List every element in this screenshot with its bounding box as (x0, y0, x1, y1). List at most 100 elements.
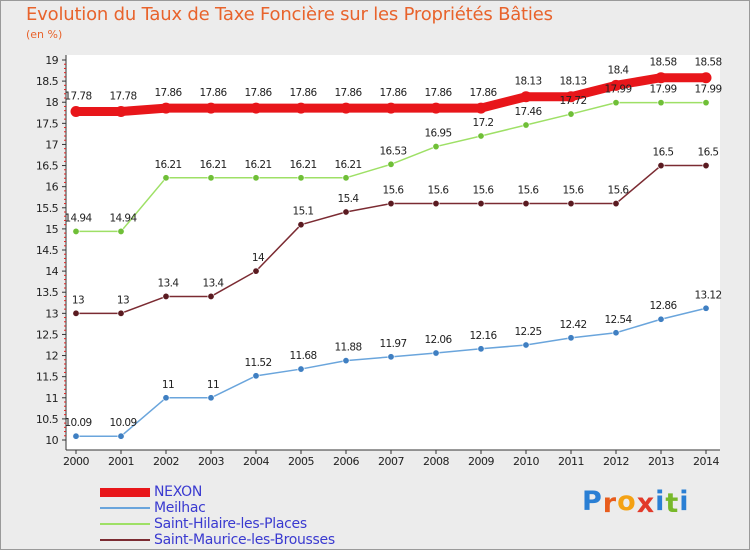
data-point (610, 79, 622, 91)
data-point (432, 349, 440, 357)
y-tick-label: 10.5 (36, 413, 59, 426)
data-point (477, 200, 485, 208)
data-point (297, 365, 305, 373)
data-label: 17.78 (64, 91, 91, 103)
data-label: 15.1 (293, 206, 314, 218)
data-point (342, 208, 350, 216)
y-tick-label: 11 (45, 392, 58, 405)
x-tick-label: 2013 (648, 455, 674, 468)
y-tick-label: 15 (45, 223, 58, 236)
data-label: 17.72 (559, 95, 586, 107)
proxiti-logo: Proxiti (582, 486, 690, 519)
y-tick-label: 12 (45, 350, 58, 363)
data-label: 10.09 (109, 417, 136, 429)
data-label: 17.86 (244, 87, 272, 99)
data-point (340, 102, 352, 114)
legend-item: Saint-Hilaire-les-Places (100, 516, 335, 532)
data-label: 12.42 (559, 319, 586, 331)
y-tick-label: 14.5 (36, 244, 59, 257)
x-tick-label: 2001 (108, 455, 134, 468)
x-tick-label: 2010 (513, 455, 539, 468)
data-point (252, 372, 260, 380)
data-label: 11.68 (289, 350, 316, 362)
legend-swatch (100, 487, 150, 497)
data-label: 16.21 (289, 159, 316, 171)
data-point (522, 341, 530, 349)
data-point (387, 200, 395, 208)
data-label: 17.86 (424, 87, 452, 99)
data-point (432, 200, 440, 208)
data-point (475, 102, 487, 114)
y-tick-label: 13.5 (36, 286, 59, 299)
plot-area (66, 55, 720, 450)
y-tick-label: 17 (45, 138, 58, 151)
data-label: 15.4 (338, 193, 360, 205)
data-label: 18.13 (559, 76, 586, 88)
data-point (477, 132, 485, 140)
data-point (567, 110, 575, 118)
data-point (72, 309, 80, 317)
data-label: 16.5 (653, 147, 674, 159)
legend-swatch (100, 523, 150, 525)
data-point (657, 99, 665, 107)
data-label: 16.95 (424, 128, 451, 140)
y-tick-label: 19 (45, 54, 58, 67)
logo-letter: x (636, 488, 656, 519)
legend-label: Meilhac (154, 500, 206, 516)
data-point (567, 334, 575, 342)
x-tick-label: 2005 (288, 455, 314, 468)
x-tick-label: 2006 (333, 455, 359, 468)
x-tick-label: 2002 (153, 455, 179, 468)
data-point (207, 174, 215, 182)
y-tick-label: 18 (45, 96, 58, 109)
data-point (162, 174, 170, 182)
x-tick-label: 2008 (423, 455, 449, 468)
data-label: 17.99 (649, 84, 676, 96)
data-point (520, 91, 532, 103)
data-label: 16.21 (244, 159, 271, 171)
data-label: 17.86 (379, 87, 407, 99)
data-label: 14 (252, 252, 265, 264)
data-label: 10.09 (64, 417, 91, 429)
data-label: 11.52 (244, 357, 271, 369)
data-label: 12.54 (604, 314, 632, 326)
data-point (657, 162, 665, 170)
data-label: 17.86 (289, 87, 317, 99)
data-point (700, 72, 712, 84)
data-point (565, 91, 577, 103)
y-tick-label: 16 (45, 181, 58, 194)
data-point (250, 102, 262, 114)
legend-swatch (100, 507, 150, 509)
x-tick-label: 2012 (603, 455, 629, 468)
data-label: 17.78 (109, 91, 136, 103)
data-label: 11 (207, 379, 219, 391)
data-point (432, 143, 440, 151)
data-label: 14.94 (64, 212, 92, 224)
legend-item: Saint-Maurice-les-Brousses (100, 532, 335, 548)
data-label: 16.53 (379, 145, 406, 157)
data-point (567, 200, 575, 208)
data-label: 17.86 (154, 87, 182, 99)
data-point (117, 227, 125, 235)
x-tick-label: 2003 (198, 455, 224, 468)
logo-letter: P (582, 486, 603, 517)
data-label: 16.21 (154, 159, 181, 171)
data-label: 16.5 (698, 147, 719, 159)
chart-title: Evolution du Taux de Taxe Foncière sur l… (26, 4, 553, 25)
logo-letter: r (602, 488, 618, 519)
data-point (207, 292, 215, 300)
logo-letter: i (655, 486, 666, 517)
data-point (162, 394, 170, 402)
data-label: 13 (72, 294, 84, 306)
data-label: 13.4 (158, 277, 180, 289)
data-point (612, 200, 620, 208)
legend-item: NEXON (100, 484, 335, 500)
data-point (117, 432, 125, 440)
data-label: 17.99 (694, 84, 721, 96)
chart-legend: NEXON Meilhac Saint-Hilaire-les-Places Sain… (100, 484, 335, 548)
data-point (387, 160, 395, 168)
x-tick-label: 2011 (558, 455, 584, 468)
legend-swatch (100, 539, 150, 541)
y-tick-label: 16.5 (36, 160, 59, 173)
data-label: 16.21 (199, 159, 226, 171)
